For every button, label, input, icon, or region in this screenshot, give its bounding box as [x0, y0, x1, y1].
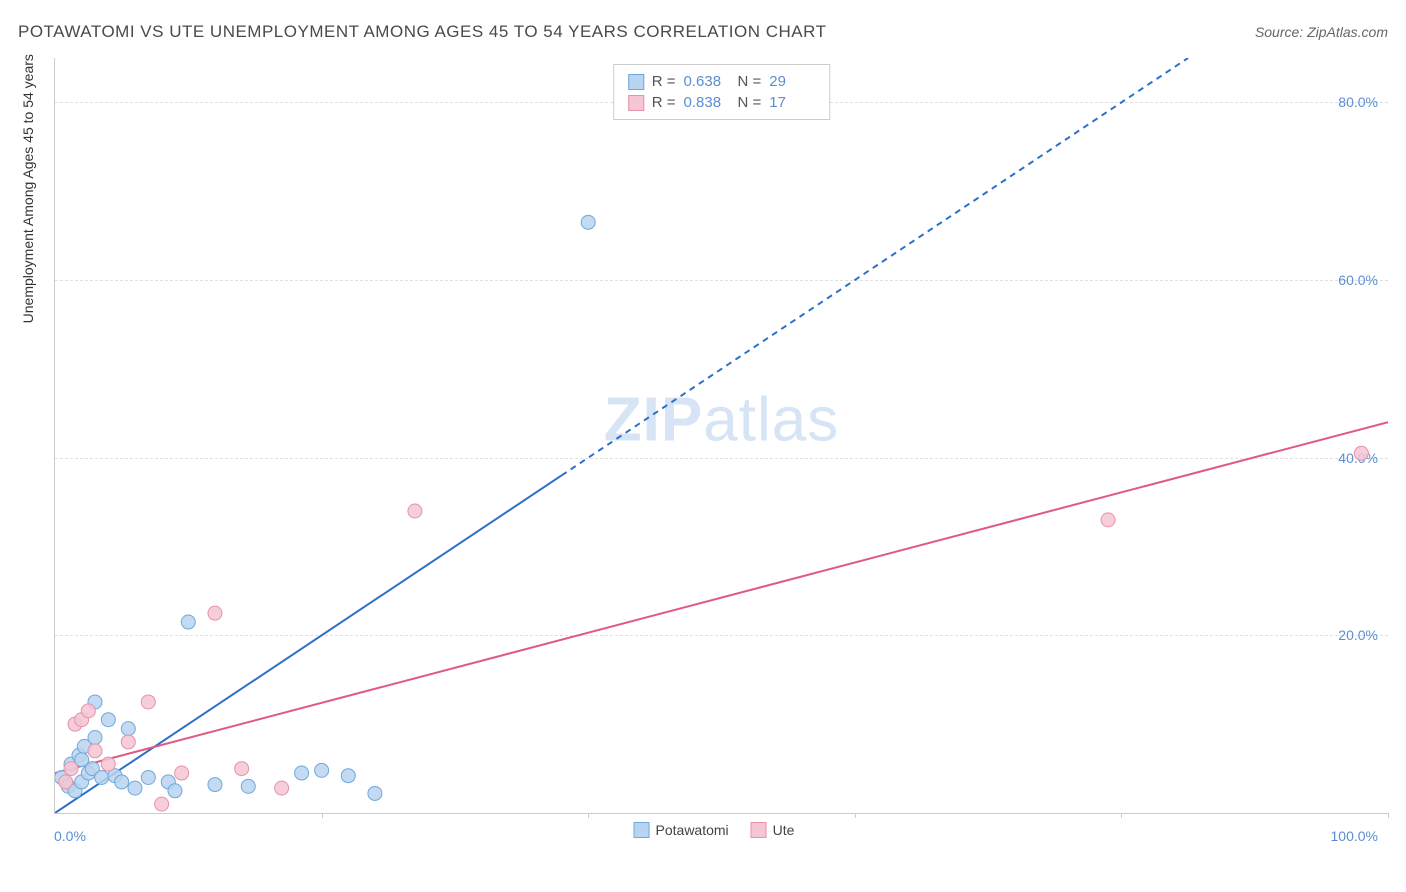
legend-swatch-potawatomi — [628, 74, 644, 90]
legend-swatch-ute — [751, 822, 767, 838]
data-point — [295, 766, 309, 780]
n-value: 29 — [769, 73, 815, 90]
legend-label: Potawatomi — [656, 822, 729, 838]
data-point — [115, 775, 129, 789]
x-tick — [588, 813, 589, 818]
data-point — [408, 504, 422, 518]
r-value: 0.838 — [684, 94, 730, 111]
source-attribution: Source: ZipAtlas.com — [1255, 24, 1388, 40]
data-point — [88, 744, 102, 758]
data-point — [155, 797, 169, 811]
chart-title: POTAWATOMI VS UTE UNEMPLOYMENT AMONG AGE… — [18, 22, 826, 42]
data-point — [275, 781, 289, 795]
data-point — [235, 762, 249, 776]
x-axis-min-label: 0.0% — [54, 828, 86, 844]
data-point — [128, 781, 142, 795]
data-point — [59, 775, 73, 789]
x-tick — [322, 813, 323, 818]
n-label: N = — [738, 73, 762, 90]
legend-label: Ute — [773, 822, 795, 838]
data-point — [581, 215, 595, 229]
legend-series: Potawatomi Ute — [634, 822, 795, 838]
legend-item-ute: Ute — [751, 822, 795, 838]
data-point — [95, 770, 109, 784]
x-tick — [1121, 813, 1122, 818]
r-label: R = — [652, 73, 676, 90]
data-point — [64, 762, 78, 776]
data-point — [121, 722, 135, 736]
data-point — [81, 704, 95, 718]
data-point — [141, 770, 155, 784]
data-point — [141, 695, 155, 709]
legend-swatch-ute — [628, 95, 644, 111]
x-tick — [855, 813, 856, 818]
data-point — [368, 786, 382, 800]
data-point — [208, 778, 222, 792]
x-tick — [1388, 813, 1389, 818]
plot-area: ZIPatlas R = 0.638 N = 29 R = 0.838 N = … — [54, 58, 1388, 814]
y-axis-title: Unemployment Among Ages 45 to 54 years — [20, 54, 36, 323]
r-value: 0.638 — [684, 73, 730, 90]
data-point — [1101, 513, 1115, 527]
data-point — [88, 731, 102, 745]
plot-svg — [55, 58, 1388, 813]
legend-item-potawatomi: Potawatomi — [634, 822, 729, 838]
chart-container: Unemployment Among Ages 45 to 54 years Z… — [40, 58, 1388, 842]
data-point — [208, 606, 222, 620]
x-axis-max-label: 100.0% — [1331, 828, 1378, 844]
data-point — [181, 615, 195, 629]
r-label: R = — [652, 94, 676, 111]
trend-line-dashed — [562, 58, 1189, 475]
legend-stats-row-0: R = 0.638 N = 29 — [628, 71, 816, 92]
data-point — [101, 713, 115, 727]
trend-line-solid — [55, 475, 562, 813]
n-label: N = — [738, 94, 762, 111]
data-point — [315, 763, 329, 777]
data-point — [101, 757, 115, 771]
data-point — [241, 779, 255, 793]
n-value: 17 — [769, 94, 815, 111]
data-point — [175, 766, 189, 780]
trend-line — [55, 422, 1388, 773]
legend-stats-box: R = 0.638 N = 29 R = 0.838 N = 17 — [613, 64, 831, 120]
data-point — [121, 735, 135, 749]
data-point — [341, 769, 355, 783]
data-point — [168, 784, 182, 798]
legend-swatch-potawatomi — [634, 822, 650, 838]
data-point — [1354, 446, 1368, 460]
legend-stats-row-1: R = 0.838 N = 17 — [628, 92, 816, 113]
